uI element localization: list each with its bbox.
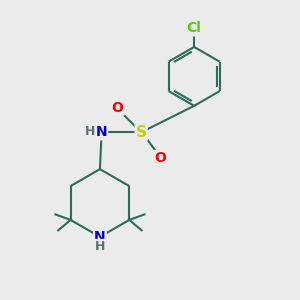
- Text: O: O: [112, 100, 124, 115]
- Text: N: N: [96, 125, 107, 139]
- Text: O: O: [155, 151, 167, 165]
- Text: H: H: [95, 240, 105, 253]
- Text: H: H: [85, 125, 95, 138]
- Text: S: S: [136, 125, 147, 140]
- Text: N: N: [94, 230, 106, 244]
- Text: Cl: Cl: [187, 21, 202, 35]
